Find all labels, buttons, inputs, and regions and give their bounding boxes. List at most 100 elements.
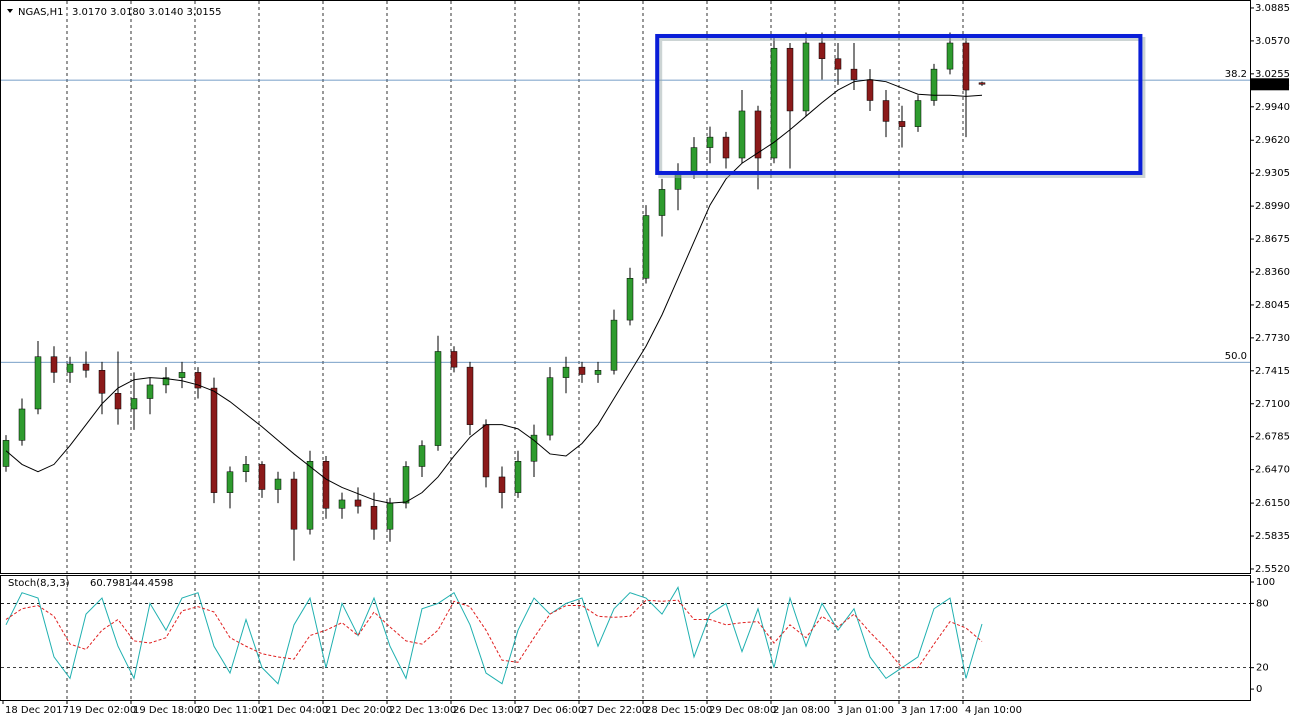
y-tick-label: 3.0255 — [1255, 69, 1290, 80]
x-tick-label: 20 Dec 11:00 — [197, 705, 264, 716]
bull-body — [434, 351, 442, 446]
stoch-name: Stoch(8,3,3) — [8, 578, 70, 589]
y-tick-label: 2.9620 — [1255, 135, 1290, 146]
bull-body — [178, 372, 186, 378]
bear-body — [498, 476, 506, 493]
bear-body — [258, 464, 266, 490]
price-panel — [0, 0, 1251, 574]
moving-average — [5, 79, 983, 504]
bull-body — [162, 377, 170, 386]
bull-body — [658, 189, 666, 216]
y-tick-label: 3.0570 — [1255, 36, 1290, 47]
y-tick-label: 2.5520 — [1255, 564, 1290, 575]
y-tick-label: 2.8360 — [1255, 267, 1290, 278]
bear-body — [818, 42, 826, 59]
stoch-panel — [0, 575, 1251, 701]
x-tick-label: 29 Dec 08:00 — [709, 705, 776, 716]
current-price: 3.0155 — [1255, 79, 1290, 90]
bull-body — [626, 278, 634, 321]
bull-body — [546, 377, 554, 436]
stoch-signal: 44.4598 — [132, 578, 173, 589]
bull-body — [34, 356, 42, 410]
x-tick-label: 19 Dec 02:00 — [69, 705, 136, 716]
bear-body — [450, 351, 458, 368]
menu-arrow — [7, 9, 13, 13]
x-tick-label: 3 Jan 01:00 — [837, 705, 894, 716]
x-tick-label: 28 Dec 15:00 — [645, 705, 712, 716]
x-tick-label: 21 Dec 04:00 — [261, 705, 328, 716]
bull-body — [146, 384, 154, 399]
x-tick-label: 26 Dec 13:00 — [453, 705, 520, 716]
bear-body — [850, 68, 858, 80]
bear-body — [482, 424, 490, 478]
bull-body — [946, 42, 954, 70]
y-tick-label: 2.7100 — [1255, 399, 1290, 410]
bull-body — [226, 471, 234, 493]
bull-body — [306, 461, 314, 530]
bear-body — [882, 100, 890, 122]
bull-body — [802, 42, 810, 112]
bull-body — [530, 434, 538, 462]
bear-body — [754, 110, 762, 159]
x-tick-label: 22 Dec 13:00 — [389, 705, 456, 716]
bear-body — [978, 82, 986, 85]
bull-body — [642, 215, 650, 279]
bear-body — [194, 372, 202, 389]
bull-body — [914, 100, 922, 127]
y-tick-label: 2.6150 — [1255, 498, 1290, 509]
bull-body — [706, 136, 714, 148]
bull-body — [562, 366, 570, 378]
bull-body — [18, 408, 26, 441]
bull-body — [610, 319, 618, 371]
y-tick-label: 3.0885 — [1255, 3, 1290, 14]
y-tick-label: 2.7730 — [1255, 333, 1290, 344]
y-tick-label: 2.9305 — [1255, 168, 1290, 179]
y-tick-label: 2.9940 — [1255, 102, 1290, 113]
bull-body — [690, 147, 698, 174]
bear-body — [354, 499, 362, 507]
range-box-shadow — [658, 36, 1146, 178]
bull-body — [386, 502, 394, 530]
bull-body — [514, 461, 522, 493]
x-tick-label: 2 Jan 08:00 — [773, 705, 830, 716]
x-tick-label: 18 Dec 2017 — [5, 705, 69, 716]
bull-body — [338, 499, 346, 509]
y-tick-label: 100 — [1256, 577, 1275, 588]
y-tick-label: 2.5835 — [1255, 531, 1290, 542]
y-tick-label: 0 — [1256, 684, 1262, 695]
y-tick-label: 20 — [1256, 663, 1269, 674]
range-box — [655, 33, 1143, 175]
bear-body — [578, 366, 586, 375]
x-tick-label: 21 Dec 20:00 — [325, 705, 392, 716]
bear-body — [466, 366, 474, 425]
stoch-main-line — [5, 586, 983, 685]
x-tick-label: 4 Jan 10:00 — [965, 705, 1022, 716]
y-tick-label: 2.8990 — [1255, 201, 1290, 212]
x-tick-label: 27 Dec 06:00 — [517, 705, 584, 716]
bear-body — [322, 461, 330, 509]
y-tick-label: 80 — [1256, 598, 1269, 609]
bear-body — [290, 478, 298, 530]
bear-body — [898, 121, 906, 127]
bear-body — [786, 47, 794, 112]
bear-body — [722, 136, 730, 159]
bear-body — [962, 42, 970, 91]
bull-body — [274, 478, 282, 490]
stoch-main: 60.7981 — [90, 578, 131, 589]
bull-body — [402, 466, 410, 504]
symbol: NGAS,H1 — [18, 7, 63, 18]
x-tick-label: 27 Dec 22:00 — [581, 705, 648, 716]
bull-body — [66, 363, 74, 373]
y-tick-label: 2.8675 — [1255, 234, 1290, 245]
bull-body — [2, 440, 10, 467]
x-tick-label: 19 Dec 18:00 — [133, 705, 200, 716]
bear-body — [98, 370, 106, 394]
y-tick-label: 2.8045 — [1255, 300, 1290, 311]
bear-body — [114, 393, 122, 410]
bear-body — [834, 58, 842, 70]
fib-label: 50.0 — [1225, 351, 1247, 362]
bull-body — [594, 370, 602, 375]
y-tick-label: 2.7415 — [1255, 366, 1290, 377]
